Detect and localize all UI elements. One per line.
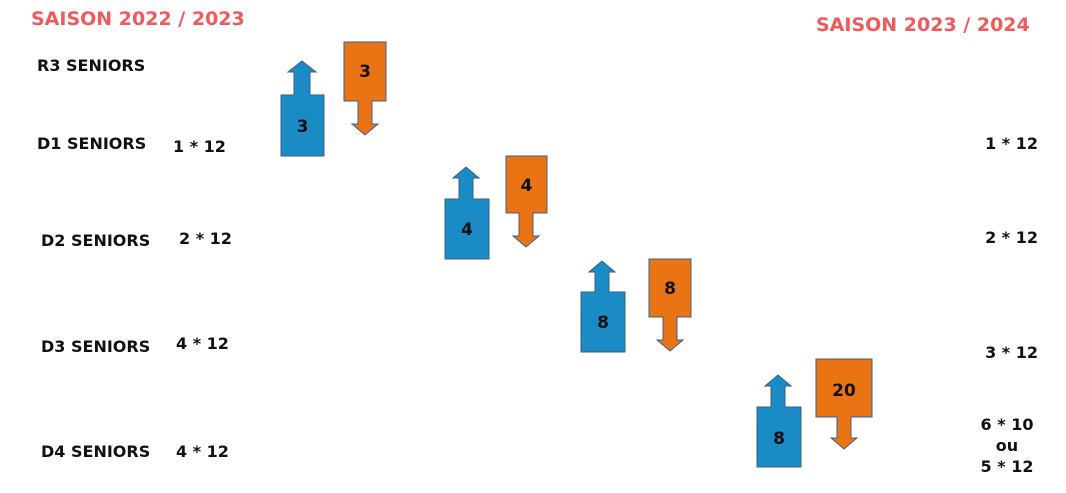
promotion-count: 8 — [597, 313, 609, 333]
count-2022-d3: 4 * 12 — [176, 334, 229, 353]
relegation-count: 4 — [521, 176, 533, 196]
count-2023-d2: 2 * 12 — [985, 228, 1038, 247]
relegation-count: 3 — [359, 62, 371, 82]
count-2022-d4: 4 * 12 — [176, 442, 229, 461]
count-2023-d4-option-b: 5 * 12 — [980, 457, 1034, 476]
count-2022-d2: 2 * 12 — [179, 229, 232, 248]
count-2023-d1: 1 * 12 — [985, 134, 1038, 153]
promotion-count: 8 — [773, 429, 785, 449]
division-label-d4: D4 SENIORS — [41, 442, 151, 461]
down-arrow-icon: 8 — [648, 258, 692, 352]
season-title-2022-2023: SAISON 2022 / 2023 — [31, 8, 245, 30]
relegation-count: 8 — [664, 279, 676, 299]
count-2023-d4-or: ou — [995, 436, 1019, 455]
relegation-count: 20 — [832, 381, 856, 401]
division-label-d2: D2 SENIORS — [41, 231, 151, 250]
division-label-d3: D3 SENIORS — [41, 337, 151, 356]
up-arrow-icon: 8 — [580, 260, 626, 353]
up-arrow-icon: 8 — [756, 374, 802, 468]
division-label-r3: R3 SENIORS — [37, 56, 146, 75]
season-title-2023-2024: SAISON 2023 / 2024 — [816, 14, 1030, 36]
count-2022-d1: 1 * 12 — [173, 137, 226, 156]
promotion-count: 3 — [297, 117, 309, 137]
count-2023-d4-option-a: 6 * 10 — [980, 415, 1034, 434]
up-arrow-icon: 3 — [280, 60, 325, 157]
down-arrow-icon: 4 — [505, 155, 548, 248]
up-arrow-icon: 4 — [444, 166, 490, 260]
division-label-d1: D1 SENIORS — [37, 134, 147, 153]
count-2023-d4: 6 * 10 ou 5 * 12 — [972, 414, 1042, 477]
down-arrow-icon: 3 — [343, 41, 387, 136]
down-arrow-icon: 20 — [815, 358, 873, 450]
promotion-count: 4 — [461, 220, 473, 240]
count-2023-d3: 3 * 12 — [985, 343, 1038, 362]
